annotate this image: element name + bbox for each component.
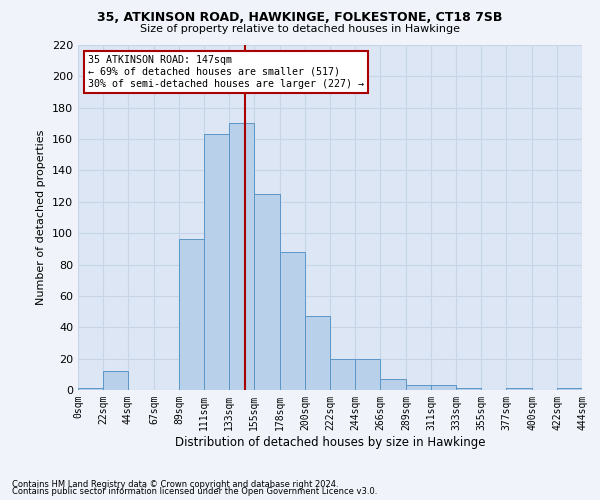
Text: 35, ATKINSON ROAD, HAWKINGE, FOLKESTONE, CT18 7SB: 35, ATKINSON ROAD, HAWKINGE, FOLKESTONE,… — [97, 11, 503, 24]
Bar — [280, 252, 305, 390]
Bar — [557, 388, 582, 390]
Bar — [330, 358, 355, 390]
Bar — [431, 386, 456, 390]
Bar — [456, 388, 481, 390]
Y-axis label: Number of detached properties: Number of detached properties — [37, 130, 46, 305]
Bar — [380, 379, 406, 390]
Bar — [78, 388, 103, 390]
Bar — [204, 134, 229, 390]
Text: Contains public sector information licensed under the Open Government Licence v3: Contains public sector information licen… — [12, 487, 377, 496]
Text: 35 ATKINSON ROAD: 147sqm
← 69% of detached houses are smaller (517)
30% of semi-: 35 ATKINSON ROAD: 147sqm ← 69% of detach… — [88, 56, 364, 88]
Bar — [254, 194, 280, 390]
Bar — [406, 386, 431, 390]
Bar — [179, 240, 204, 390]
X-axis label: Distribution of detached houses by size in Hawkinge: Distribution of detached houses by size … — [175, 436, 485, 448]
Text: Size of property relative to detached houses in Hawkinge: Size of property relative to detached ho… — [140, 24, 460, 34]
Bar — [355, 358, 380, 390]
Bar — [506, 388, 532, 390]
Bar — [229, 124, 254, 390]
Bar — [103, 371, 128, 390]
Bar — [305, 316, 330, 390]
Text: Contains HM Land Registry data © Crown copyright and database right 2024.: Contains HM Land Registry data © Crown c… — [12, 480, 338, 489]
